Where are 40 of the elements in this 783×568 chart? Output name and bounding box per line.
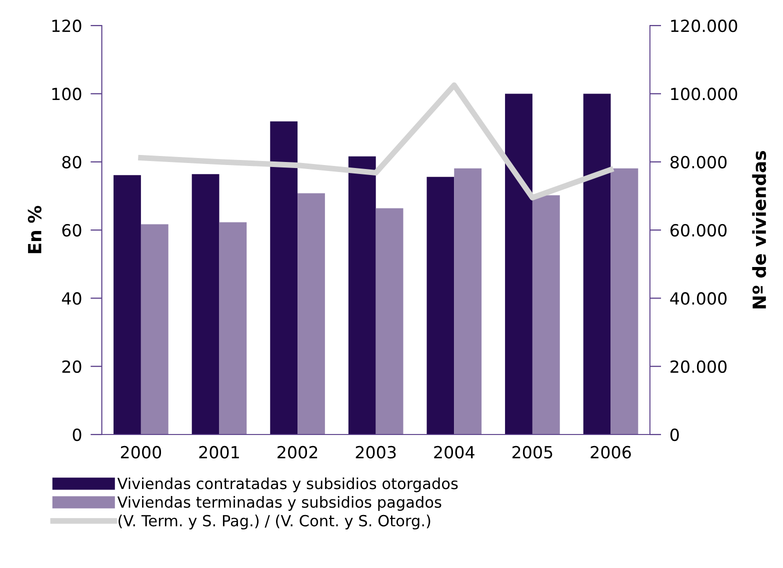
y-tick-label: 0 xyxy=(72,428,82,442)
legend-label: Viviendas terminadas y subsidios pagados xyxy=(117,496,442,511)
bar xyxy=(532,195,560,435)
y2-tick-label: 100.000 xyxy=(671,88,738,100)
bar xyxy=(376,208,404,435)
bar xyxy=(583,94,611,435)
y2-tick-label: 120.000 xyxy=(671,20,738,32)
x-tick-label: 2006 xyxy=(590,446,631,459)
bar xyxy=(114,175,141,435)
bar xyxy=(454,168,482,435)
legend-label: Viviendas contratadas y subsidios otorgados xyxy=(117,477,458,492)
bar xyxy=(219,222,247,435)
y2-axis-title: Nº de viviendas xyxy=(752,150,766,308)
y2-tick-label: 60.000 xyxy=(670,224,727,237)
bar xyxy=(270,121,298,435)
x-tick-label: 2005 xyxy=(512,446,552,459)
x-tick-label: 2004 xyxy=(434,446,474,459)
y2-tick-label: 20.000 xyxy=(670,360,727,373)
y2-tick-label: 40.000 xyxy=(670,292,727,305)
x-tick-label: 2002 xyxy=(278,446,318,459)
y-tick-label: 20 xyxy=(62,360,82,373)
y-axis-title: En % xyxy=(28,206,42,254)
x-tick-label: 2001 xyxy=(199,446,239,459)
legend-label: (V. Term. y S. Pag.) / (V. Cont. y S. Otorg.) xyxy=(118,514,430,530)
y2-tick-label: 0 xyxy=(670,428,679,442)
y-tick-label: 100 xyxy=(52,88,82,100)
y-tick-label: 40 xyxy=(62,292,82,305)
bar xyxy=(298,193,325,435)
y-tick-label: 80 xyxy=(62,156,82,168)
bar xyxy=(192,174,220,435)
bar xyxy=(140,224,168,435)
y2-tick-label: 80.000 xyxy=(670,156,727,168)
y-tick-label: 120 xyxy=(52,20,82,32)
bar xyxy=(610,168,638,435)
bar xyxy=(505,94,532,435)
x-tick-label: 2003 xyxy=(356,446,396,459)
bar xyxy=(348,156,376,435)
bar xyxy=(426,176,454,435)
x-tick-label: 2000 xyxy=(120,446,162,459)
y-tick-label: 60 xyxy=(62,224,82,237)
